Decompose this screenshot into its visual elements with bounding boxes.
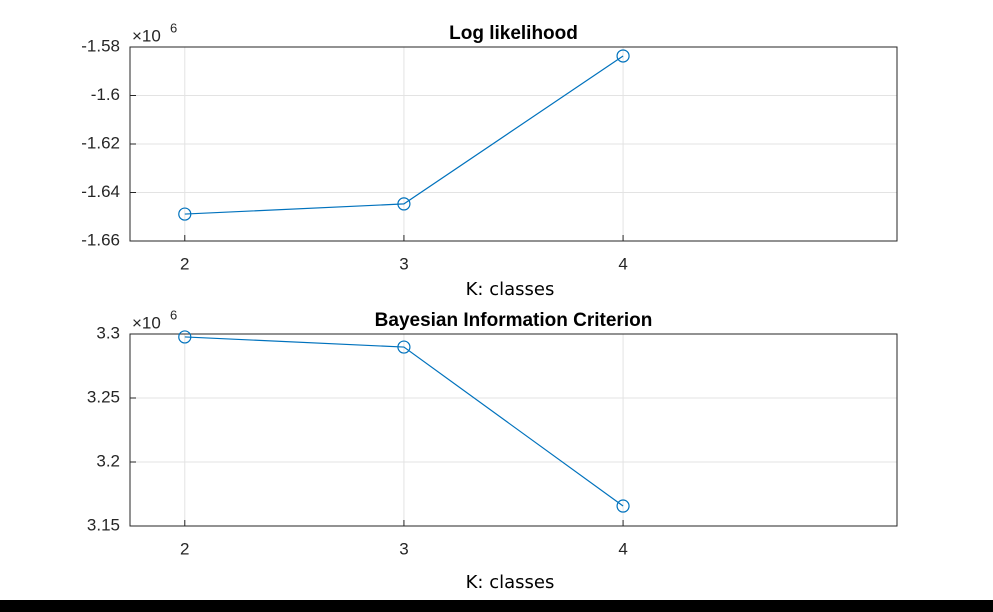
x-axis-label: K: classes — [466, 572, 555, 593]
x-tick-label: 4 — [618, 254, 627, 273]
y-multiplier-exponent: 6 — [170, 307, 177, 322]
data-point — [178, 330, 192, 344]
y-tick-label: -1.58 — [81, 36, 120, 55]
y-tick-label: 3.25 — [87, 387, 120, 406]
x-axis-label: K: classes — [466, 279, 555, 300]
y-tick-label: 3.15 — [87, 515, 120, 534]
x-tick-label: 2 — [180, 254, 189, 273]
y-tick-label: -1.66 — [81, 230, 120, 249]
data-point — [178, 207, 192, 221]
y-tick-label: -1.62 — [81, 133, 120, 152]
y-tick-label: -1.64 — [81, 182, 120, 201]
axes-box — [129, 333, 898, 527]
x-tick-label: 3 — [399, 254, 408, 273]
y-tick-label: -1.6 — [91, 85, 120, 104]
y-multiplier: ×10 — [132, 313, 161, 332]
chart-title: Log likelihood — [449, 23, 578, 44]
x-tick-label: 4 — [618, 539, 627, 558]
data-point — [616, 499, 630, 513]
data-line — [184, 336, 624, 507]
bottom-bar — [0, 600, 993, 612]
chart-title: Bayesian Information Criterion — [375, 310, 653, 331]
data-line — [184, 55, 624, 215]
data-point — [397, 340, 411, 354]
y-multiplier-exponent: 6 — [170, 20, 177, 35]
data-point — [397, 197, 411, 211]
x-tick-label: 2 — [180, 539, 189, 558]
y-tick-label: 3.2 — [96, 451, 120, 470]
y-multiplier: ×10 — [132, 26, 161, 45]
x-tick-label: 3 — [399, 539, 408, 558]
data-point — [616, 49, 630, 63]
y-tick-label: 3.3 — [96, 323, 120, 342]
